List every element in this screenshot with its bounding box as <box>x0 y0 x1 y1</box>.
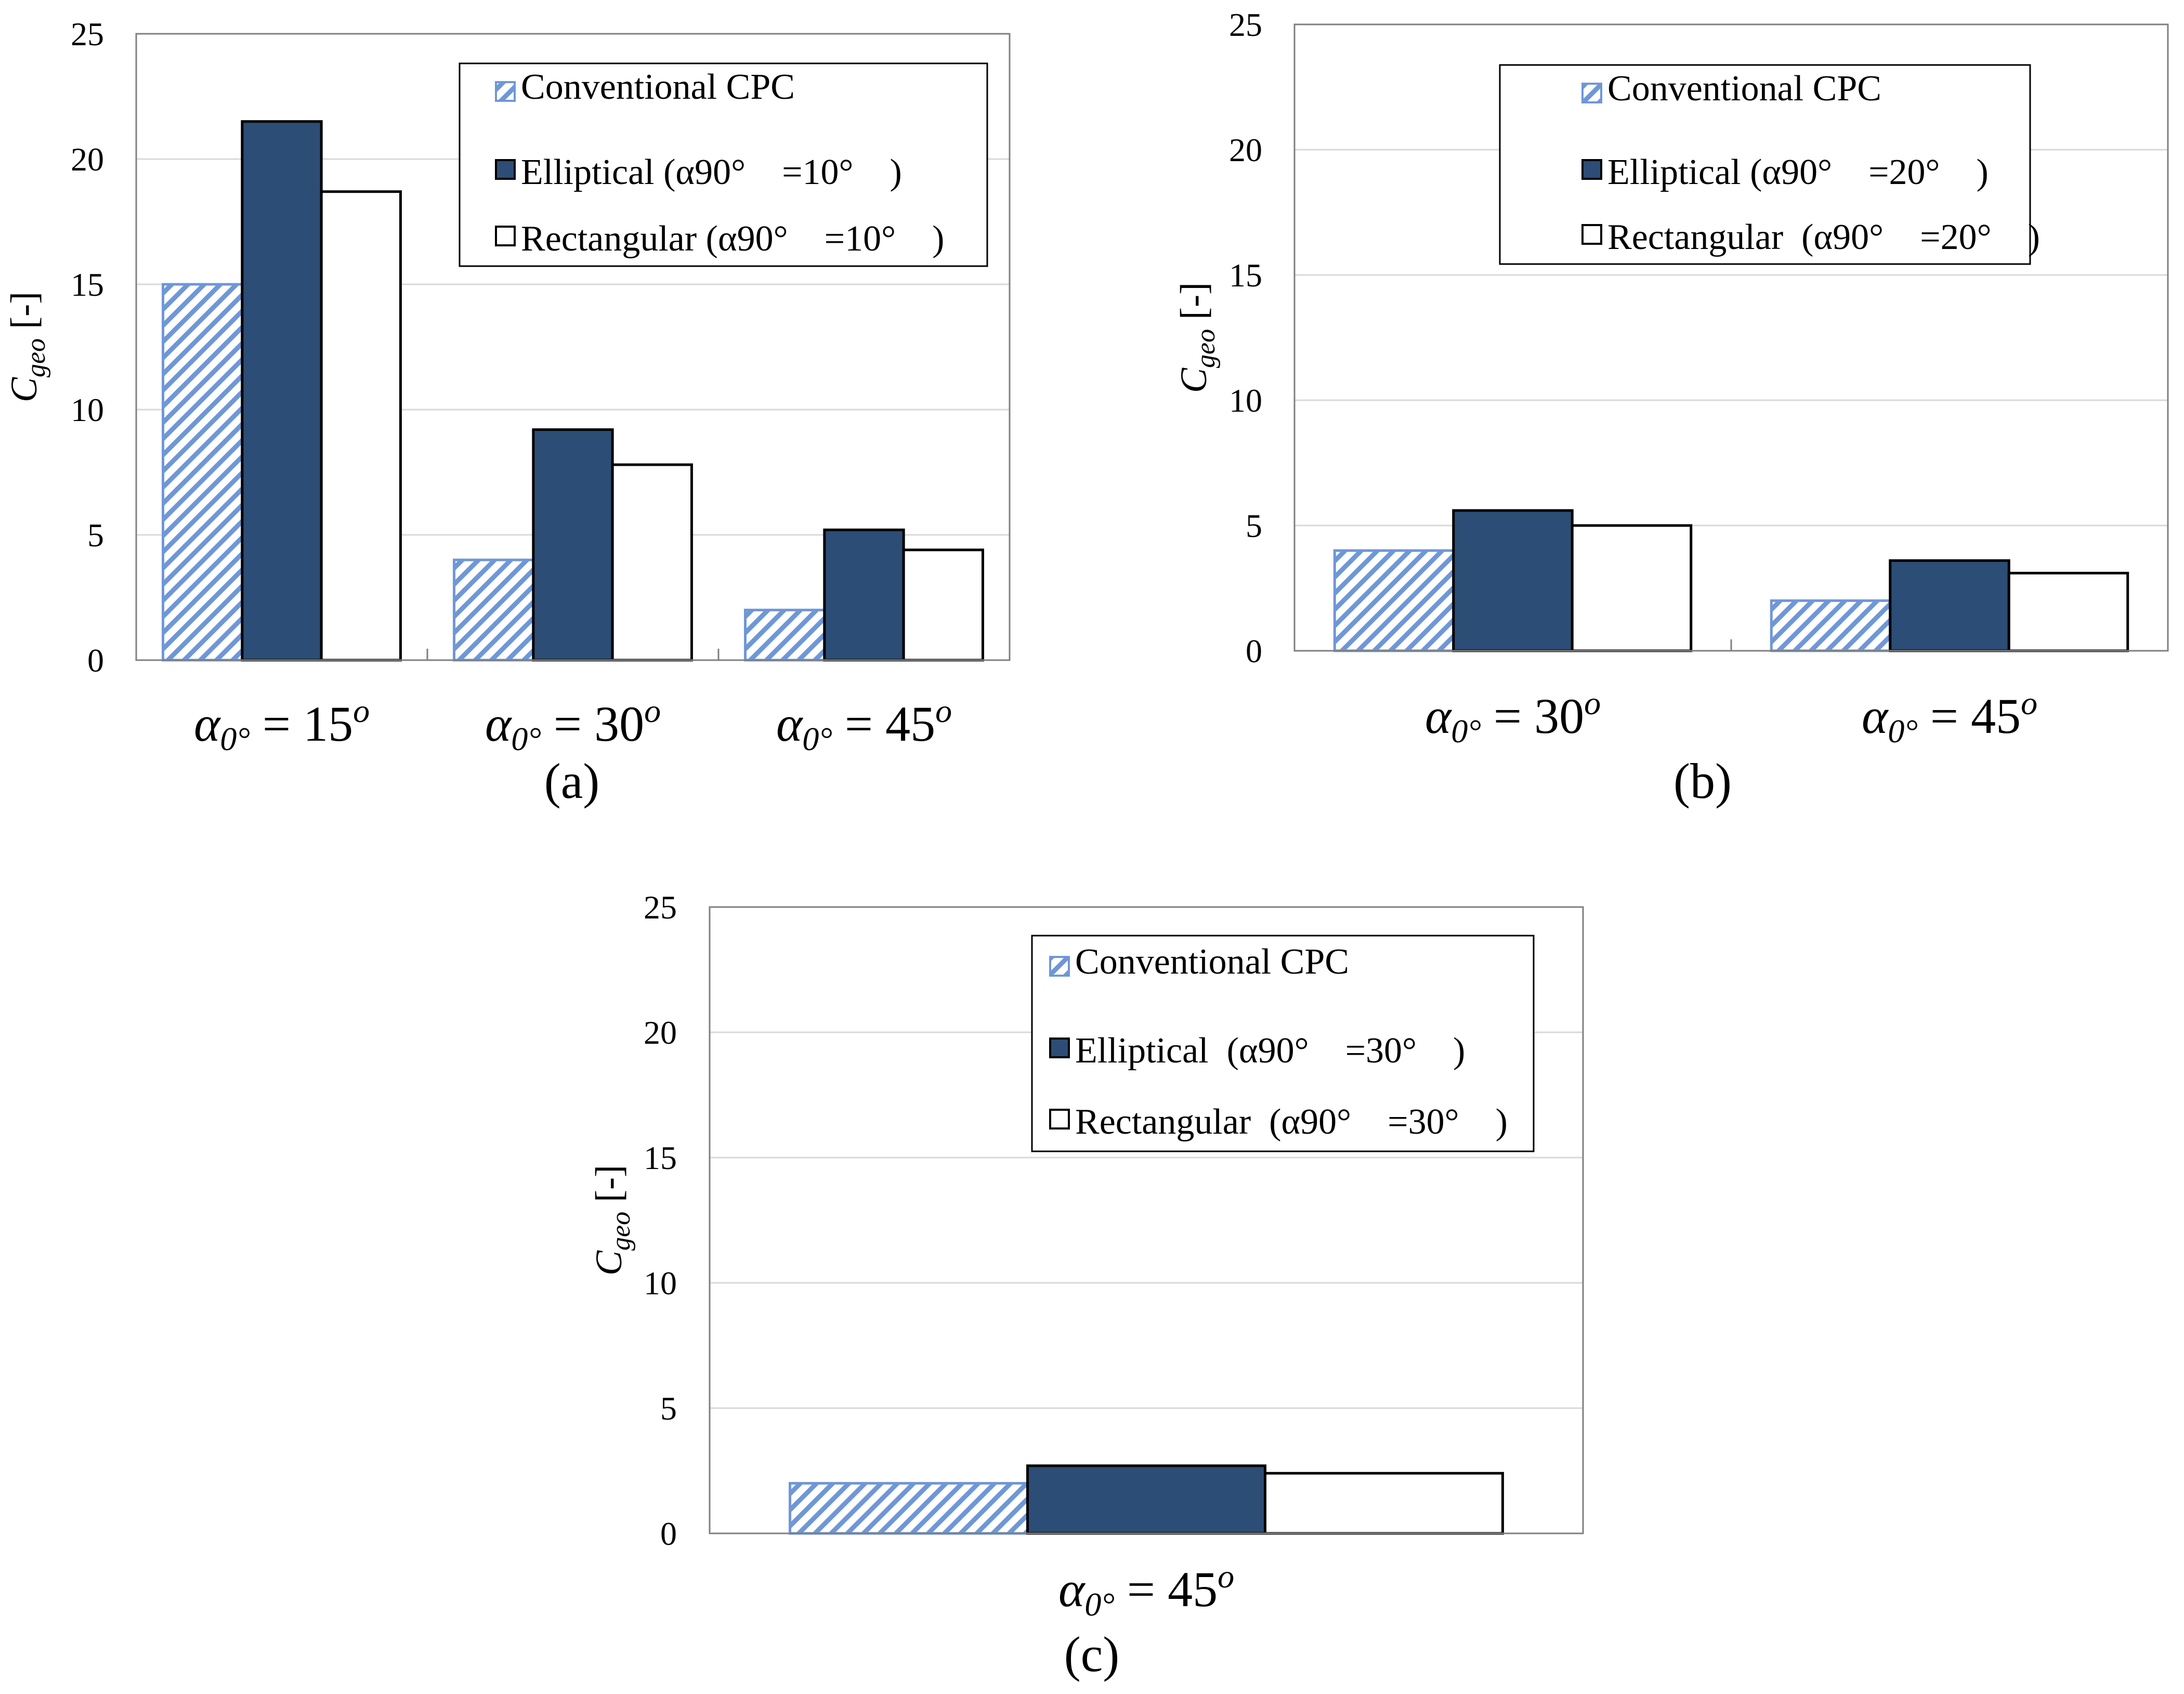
panel-caption: (b) <box>1673 753 1732 809</box>
y-axis-label: Cgeo [-] <box>588 1165 636 1276</box>
y-tick-label: 15 <box>71 266 104 303</box>
y-tick-label: 5 <box>87 517 104 554</box>
panel-caption: (a) <box>544 753 600 809</box>
bar-dark <box>1452 509 1574 652</box>
y-tick-label: 5 <box>1246 507 1262 544</box>
y-tick-label: 10 <box>644 1265 677 1302</box>
y-tick-label: 15 <box>1229 257 1262 294</box>
legend-swatch-hatched <box>1049 956 1070 977</box>
legend-swatch-white <box>1049 1109 1070 1130</box>
bar-white <box>902 548 984 662</box>
bar-hatched <box>1770 599 1892 652</box>
bar-dark <box>1889 559 2010 652</box>
x-category-label: α0° = 30o <box>485 692 661 757</box>
bar-dark <box>823 528 905 662</box>
x-category-label: α0° = 30o <box>1425 685 1601 750</box>
y-axis-label: Cgeo [-] <box>1173 282 1221 393</box>
bar-hatched <box>162 283 244 662</box>
legend-swatch-hatched <box>495 81 516 102</box>
y-tick-label: 25 <box>71 16 104 52</box>
bar-hatched <box>789 1482 1029 1535</box>
legend-box <box>1031 935 1535 1152</box>
legend-swatch-dark <box>495 159 516 180</box>
bar-hatched <box>744 609 826 662</box>
y-tick-label: 0 <box>87 642 104 679</box>
y-tick-label: 25 <box>644 889 677 926</box>
bar-white <box>1571 524 1693 652</box>
bar-dark <box>532 428 614 662</box>
chart-panel-1: 0 5 10 15 20 25 Cgeo [-] α0° = 15o α0° = 30o α0° … <box>3 16 1011 809</box>
y-tick-label: 0 <box>660 1515 677 1552</box>
legend-label: Conventional CPC <box>1607 69 1881 109</box>
legend-swatch-white <box>495 226 516 246</box>
chart-panel-2: 0 5 10 15 20 25 Cgeo [-] α0° = 30o α0° = 45o Conv… <box>1173 6 2169 809</box>
legend-label: Elliptical (α90° =30° ) <box>1075 1031 1465 1071</box>
legend-swatch-hatched <box>1581 83 1602 103</box>
y-tick-label: 0 <box>1246 633 1262 669</box>
legend-label: Conventional CPC <box>521 67 795 107</box>
chart-panel-3: 0 5 10 15 20 25 Cgeo [-] α0° = 45o Conventional … <box>588 889 1584 1682</box>
bar-white <box>1263 1472 1504 1535</box>
y-tick-label: 20 <box>1229 132 1262 168</box>
x-category-label: α0° = 45o <box>776 692 952 757</box>
bar-dark <box>1026 1464 1266 1535</box>
legend-swatch-white <box>1581 224 1602 245</box>
legend-swatch-dark <box>1581 159 1602 180</box>
y-tick-label: 10 <box>1229 382 1262 419</box>
y-tick-label: 20 <box>71 141 104 178</box>
legend-label: Conventional CPC <box>1075 942 1349 982</box>
bar-dark <box>241 120 323 662</box>
legend-label: Rectangular (α90° =20° ) <box>1607 217 2040 257</box>
y-tick-label: 10 <box>71 391 104 428</box>
y-tick-label: 25 <box>1229 6 1262 43</box>
bar-white <box>611 463 693 662</box>
legend-label: Rectangular (α90° =10° ) <box>521 219 944 259</box>
x-category-label: α0° = 45o <box>1862 685 2037 750</box>
y-tick-label: 20 <box>644 1014 677 1051</box>
y-axis-label: Cgeo [-] <box>3 292 51 402</box>
legend-box <box>459 62 988 267</box>
legend-swatch-dark <box>1049 1038 1070 1058</box>
x-category-label: α0° = 15o <box>194 692 370 757</box>
x-category-label: α0° = 45o <box>1058 1558 1234 1623</box>
legend-label: Elliptical (α90° =20° ) <box>1607 152 1989 192</box>
y-tick-label: 5 <box>660 1390 677 1427</box>
bar-hatched <box>1333 549 1455 652</box>
legend-label: Elliptical (α90° =10° ) <box>521 152 902 192</box>
y-tick-label: 15 <box>644 1139 677 1176</box>
bar-white <box>320 190 402 662</box>
panel-caption: (c) <box>1064 1626 1120 1682</box>
bar-hatched <box>453 558 535 662</box>
bar-white <box>2007 572 2129 652</box>
legend-label: Rectangular (α90° =30° ) <box>1075 1102 1508 1142</box>
